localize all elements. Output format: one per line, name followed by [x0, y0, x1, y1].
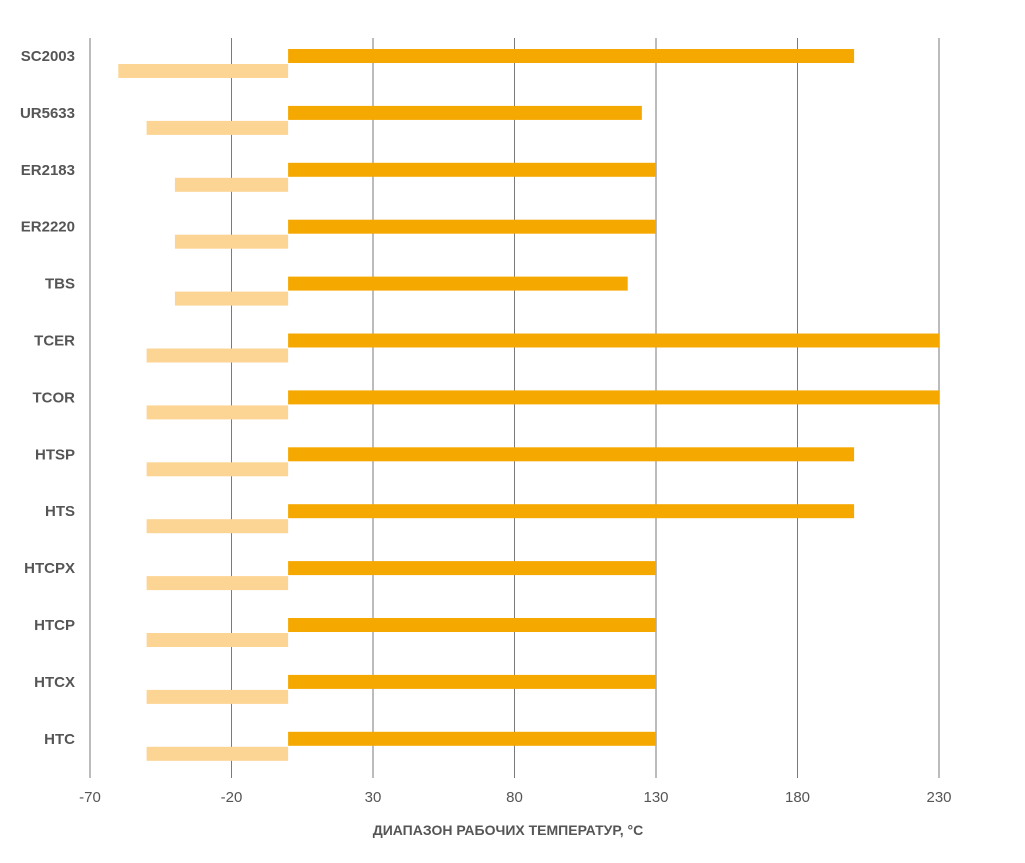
category-label: TBS — [45, 276, 75, 293]
bar-max-UR5633 — [288, 105, 642, 120]
x-tick-label: 130 — [643, 789, 668, 806]
x-tick-label: 180 — [785, 789, 810, 806]
bar-max-ER2183 — [288, 162, 656, 177]
bar-min-ER2183 — [174, 177, 289, 192]
bar-max-HTCPX — [288, 561, 656, 576]
x-tick-label: -20 — [221, 789, 243, 806]
category-label: SC2003 — [21, 48, 75, 65]
bar-min-UR5633 — [146, 120, 289, 135]
category-label: UR5633 — [20, 105, 75, 122]
category-label: HTSP — [35, 446, 75, 463]
category-label: HTCP — [34, 617, 75, 634]
category-label: ER2183 — [21, 162, 75, 179]
bar-min-TBS — [174, 291, 289, 306]
category-label: TCOR — [33, 389, 76, 406]
bar-min-SC2003 — [118, 64, 289, 78]
bar-max-HTCP — [288, 618, 656, 632]
category-label: HTS — [45, 503, 75, 520]
x-tick-label: 80 — [506, 789, 523, 806]
bar-min-HTS — [146, 519, 289, 534]
bar-max-TBS — [288, 276, 628, 291]
x-tick-label: 230 — [926, 789, 951, 806]
category-label: HTC — [44, 731, 75, 748]
category-label: ER2220 — [21, 219, 75, 236]
category-label: HTCX — [34, 674, 75, 691]
x-axis-title: ДИАПАЗОН РАБОЧИХ ТЕМПЕРАТУР, °C — [373, 822, 644, 838]
bar-max-TCER — [288, 333, 940, 348]
bar-max-HTCX — [288, 674, 656, 689]
bar-min-ER2220 — [174, 234, 289, 249]
bar-max-ER2220 — [288, 219, 656, 234]
bar-max-SC2003 — [288, 49, 855, 63]
bar-min-HTSP — [146, 462, 289, 477]
x-tick-label: -70 — [79, 789, 101, 806]
grid-lines — [89, 38, 940, 778]
x-tick-labels: -70 -20 30 80 130 180 230 — [79, 789, 951, 806]
bar-min-HTC — [146, 746, 289, 761]
x-tick-label: 30 — [365, 789, 382, 806]
bar-min-HTCPX — [146, 576, 289, 591]
bar-min-TCER — [146, 348, 289, 363]
bar-max-HTC — [288, 731, 656, 746]
category-label: HTCPX — [24, 560, 75, 577]
bars — [118, 49, 940, 761]
bar-min-HTCX — [146, 689, 289, 704]
category-labels: SC2003 UR5633 ER2183 ER2220 TBS TCER TCOR HTSP H… — [20, 48, 75, 748]
bar-min-HTCP — [146, 633, 289, 647]
bar-max-TCOR — [288, 390, 940, 405]
category-label: TCER — [34, 333, 75, 350]
bar-max-HTSP — [288, 447, 855, 462]
bar-max-HTS — [288, 504, 855, 519]
bar-min-TCOR — [146, 405, 289, 420]
